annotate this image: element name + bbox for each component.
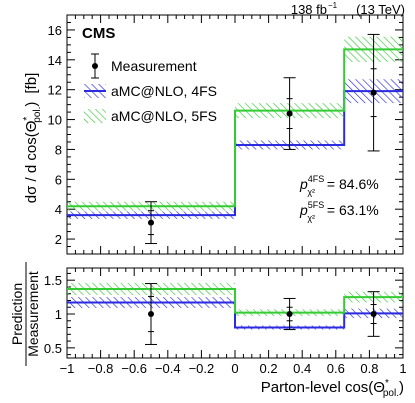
p-value-5fs-symbol: p [299, 202, 308, 218]
p-value-5fs-sup: 5FS [308, 200, 325, 210]
main-y-tick-label: 2 [55, 232, 62, 247]
p-value-5fs-text: = 63.1% [323, 202, 379, 218]
main-y-tick-label: 4 [55, 202, 62, 217]
ratio-y-tick-label: 1 [55, 307, 62, 322]
p-value-5fs-sub: χ² [307, 213, 315, 223]
main-y-tick-label: 14 [48, 53, 62, 68]
legend-label-5fs: aMC@NLO, 5FS [111, 108, 217, 124]
x-tick-label: 0 [231, 361, 238, 376]
p-value-4fs-sup: 4FS [308, 174, 325, 184]
ratio-label-numerator: Prediction [9, 283, 25, 345]
x-tick-label: 0.6 [327, 361, 345, 376]
legend-entry-measurement: Measurement [91, 53, 197, 79]
energy-label: (13 TeV) [356, 2, 405, 17]
legend-entry-5fs: aMC@NLO, 5FS [84, 108, 217, 124]
ratio-y-tick-label: 0.5 [44, 341, 62, 356]
main-y-axis-label: dσ / d cos(Θ*pol.)[fb] [22, 73, 43, 204]
main-y-tick-label: 12 [48, 83, 62, 98]
main-panel: 2 4 6 8 10 12 14 16 [48, 14, 404, 255]
x-tick-label: 0.2 [260, 361, 278, 376]
x-tick-label: 0.8 [360, 361, 378, 376]
legend-label-measurement: Measurement [111, 58, 197, 74]
p-value-4fs-text: = 84.6% [323, 176, 379, 192]
main-y-tick-label: 6 [55, 172, 62, 187]
legend-entry-4fs: aMC@NLO, 4FS [84, 83, 217, 99]
luminosity-label: 138 fb [291, 2, 327, 17]
luminosity-exponent: −1 [328, 1, 338, 10]
x-tick-label: −0.4 [155, 361, 181, 376]
p-value-5fs: p5FS χ² = 63.1% [299, 200, 379, 223]
ratio-y-axis-label: Prediction Measurement [9, 262, 41, 366]
ratio-panel: −1 −0.8 −0.6 −0.4 −0.2 0 0.2 0.4 0.6 0.8 1 0.5 1 1.5 [44, 267, 407, 376]
ratio-measurement-point [286, 311, 293, 318]
experiment-label: CMS [82, 25, 115, 42]
ratio-y-tick-label: 1.5 [44, 273, 62, 288]
x-axis-label: Parton-level cos(Θ* pol.) [261, 378, 404, 399]
x-tick-label: −1 [60, 361, 75, 376]
ratio-measurement-point [370, 311, 377, 318]
legend-5fs-swatch [84, 109, 106, 123]
main-measurement-point [286, 110, 293, 117]
ratio-measurement-point [148, 311, 154, 318]
main-measurement-point [370, 89, 377, 96]
x-tick-label: 0.4 [293, 361, 311, 376]
legend-measurement-marker [92, 63, 98, 69]
p-value-4fs: p4FS χ² = 84.6% [299, 174, 379, 197]
p-value-4fs-symbol: p [299, 176, 308, 192]
legend: Measurement aMC@NLO, 4FS aMC@NLO, 5FS [84, 53, 217, 124]
main-measurement-point [148, 219, 154, 226]
p-value-4fs-sub: χ² [307, 187, 315, 197]
main-y-tick-label: 8 [55, 142, 62, 157]
main-y-tick-label: 10 [48, 113, 62, 128]
ratio-label-denominator: Measurement [25, 271, 41, 357]
x-tick-label: −0.6 [121, 361, 147, 376]
main-y-tick-label: 16 [48, 23, 62, 38]
x-tick-label: −0.2 [189, 361, 215, 376]
legend-label-4fs: aMC@NLO, 4FS [111, 83, 217, 99]
x-tick-label: −0.8 [88, 361, 114, 376]
x-tick-label: 1 [399, 361, 406, 376]
